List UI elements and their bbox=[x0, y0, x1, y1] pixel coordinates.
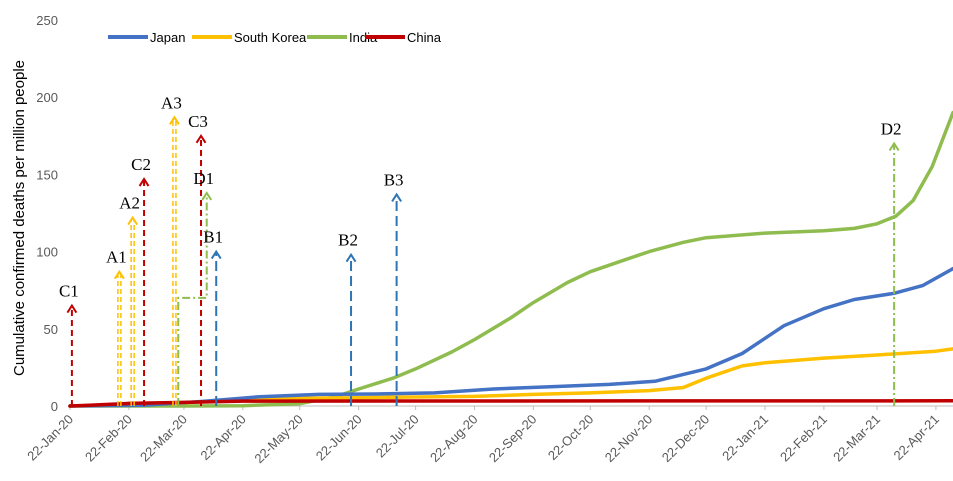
y-axis-label: Cumulative confirmed deaths per million … bbox=[11, 60, 28, 376]
y-tick-label: 200 bbox=[36, 90, 58, 105]
annotation-label: D2 bbox=[881, 120, 902, 139]
legend-label: China bbox=[407, 30, 442, 45]
annotation-a1: A1 bbox=[106, 248, 127, 406]
annotation-c1: C1 bbox=[59, 282, 79, 406]
annotation-d1: D1 bbox=[177, 169, 214, 406]
annotation-arrowhead bbox=[169, 115, 180, 125]
x-tick-label: 22-Apr-21 bbox=[891, 412, 942, 463]
annotation-label: C2 bbox=[131, 155, 151, 174]
x-tick-label: 22-Mar-20 bbox=[137, 412, 190, 465]
x-tick-label: 22-Dec-20 bbox=[659, 412, 713, 466]
series-line-japan bbox=[68, 266, 953, 408]
annotation-label: D1 bbox=[193, 169, 214, 188]
series-line-india bbox=[68, 110, 953, 408]
legend-item-japan: Japan bbox=[108, 30, 185, 45]
annotation-arrowhead bbox=[345, 252, 357, 263]
x-tick-label: 22-Nov-20 bbox=[602, 412, 656, 466]
x-tick-label: 22-Jan-20 bbox=[24, 412, 76, 464]
x-tick-label: 22-Jun-20 bbox=[313, 412, 365, 464]
annotation-b3: B3 bbox=[384, 170, 404, 406]
annotation-label: C3 bbox=[188, 112, 208, 131]
x-tick-label: 22-Oct-20 bbox=[545, 412, 596, 463]
annotation-arrowhead bbox=[391, 192, 402, 203]
y-tick-label: 100 bbox=[36, 245, 58, 260]
annotation-arrowhead bbox=[66, 303, 78, 314]
annotation-arrowhead bbox=[127, 215, 139, 226]
annotation-arrowhead bbox=[888, 141, 900, 152]
legend-item-india: India bbox=[307, 30, 378, 45]
x-tick-label: 22-Feb-21 bbox=[777, 412, 830, 465]
x-tick-label: 22-Aug-20 bbox=[427, 412, 481, 466]
annotation-label: C1 bbox=[59, 282, 79, 301]
annotation-arrowhead bbox=[114, 269, 125, 280]
annotation-label: A1 bbox=[106, 248, 127, 267]
annotation-a2: A2 bbox=[119, 194, 140, 406]
annotation-label: A3 bbox=[161, 93, 182, 112]
annotation-c3: C3 bbox=[188, 112, 208, 406]
annotation-b2: B2 bbox=[338, 231, 358, 406]
annotation-a3: A3 bbox=[161, 93, 182, 406]
series-lines bbox=[68, 110, 953, 408]
x-tick-label: 22-May-20 bbox=[251, 412, 306, 467]
annotation-arrowhead bbox=[138, 177, 150, 187]
x-tick-label: 22-Apr-20 bbox=[197, 412, 248, 463]
annotation-c2: C2 bbox=[131, 155, 151, 406]
legend: Japan South Korea India China bbox=[108, 30, 442, 45]
x-tick-label: 22-Jul-20 bbox=[373, 412, 422, 461]
annotation-label: B3 bbox=[384, 170, 404, 189]
annotation-d2: D2 bbox=[881, 120, 902, 406]
annotation-arrowhead bbox=[201, 191, 213, 201]
x-tick-label: 22-Mar-21 bbox=[830, 412, 883, 465]
x-tick-label: 22-Sep-20 bbox=[486, 412, 540, 466]
x-tick-label: 22-Feb-20 bbox=[82, 412, 135, 465]
legend-label: Japan bbox=[150, 30, 185, 45]
annotation-line bbox=[177, 194, 208, 406]
y-tick-label: 150 bbox=[36, 167, 58, 182]
y-tick-label: 0 bbox=[51, 399, 58, 414]
y-tick-label: 250 bbox=[36, 13, 58, 28]
series-line-south-korea bbox=[68, 347, 953, 408]
series-line-china bbox=[68, 399, 953, 408]
x-ticks: 22-Jan-20 22-Feb-20 22-Mar-20 22-Apr-20 22-M… bbox=[24, 406, 942, 466]
x-tick-label: 22-Jan-21 bbox=[719, 412, 771, 464]
annotations: C1 A1 A2 C2 A3 C3 D1 B1 B2 B3 D2 bbox=[59, 93, 902, 406]
legend-item-china: China bbox=[365, 30, 442, 45]
annotation-label: B1 bbox=[203, 228, 223, 247]
legend-label: South Korea bbox=[234, 30, 307, 45]
y-ticks: 0 50 100 150 200 250 bbox=[36, 13, 58, 414]
annotation-label: B2 bbox=[338, 231, 358, 250]
legend-item-south-korea: South Korea bbox=[192, 30, 307, 45]
y-tick-label: 50 bbox=[44, 322, 58, 337]
annotation-label: A2 bbox=[119, 194, 140, 213]
annotation-arrowhead bbox=[195, 133, 207, 144]
legend-label: India bbox=[349, 30, 378, 45]
annotation-b1: B1 bbox=[203, 228, 223, 406]
annotation-arrowhead bbox=[210, 249, 222, 260]
